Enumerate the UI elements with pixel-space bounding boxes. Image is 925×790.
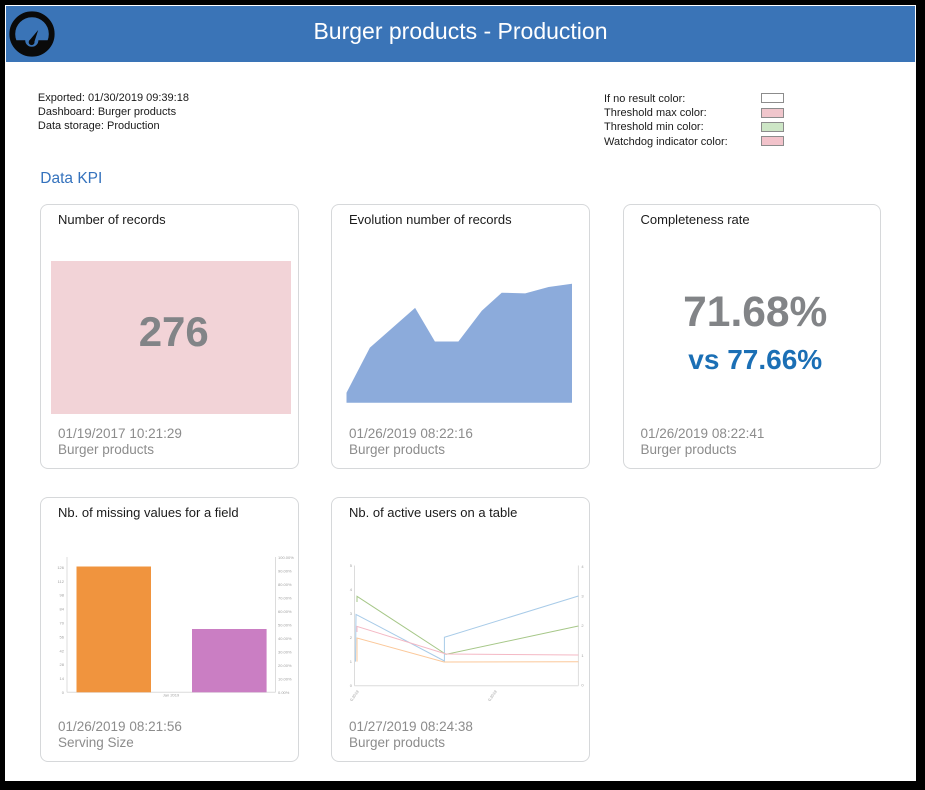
- svg-text:98: 98: [60, 593, 65, 598]
- svg-text:4: 4: [350, 587, 353, 592]
- svg-text:40.00%: 40.00%: [278, 636, 292, 641]
- svg-text:0: 0: [62, 690, 65, 695]
- svg-text:5: 5: [350, 563, 353, 568]
- svg-text:112: 112: [58, 579, 65, 584]
- svg-text:84: 84: [60, 607, 65, 612]
- svg-text:2: 2: [350, 635, 353, 640]
- svg-text:3: 3: [581, 594, 584, 599]
- svg-text:2: 2: [581, 623, 584, 628]
- svg-text:3: 3: [350, 611, 353, 616]
- svg-text:1: 1: [581, 653, 584, 658]
- svg-text:30.00%: 30.00%: [278, 650, 292, 655]
- svg-text:90.00%: 90.00%: [278, 569, 292, 574]
- svg-text:Jan 2019: Jan 2019: [163, 693, 180, 698]
- svg-text:60.00%: 60.00%: [278, 609, 292, 614]
- svg-text:0.2019: 0.2019: [487, 689, 499, 703]
- svg-text:1: 1: [350, 659, 353, 664]
- svg-text:28: 28: [60, 662, 65, 667]
- svg-text:4: 4: [581, 564, 584, 569]
- svg-text:126: 126: [57, 565, 64, 570]
- svg-text:56: 56: [60, 634, 65, 639]
- svg-text:10.00%: 10.00%: [278, 677, 292, 682]
- svg-text:14: 14: [60, 676, 65, 681]
- svg-text:100.00%: 100.00%: [278, 555, 294, 560]
- svg-text:0.2019: 0.2019: [349, 689, 361, 703]
- svg-text:70: 70: [60, 621, 65, 626]
- svg-text:42: 42: [60, 648, 65, 653]
- svg-text:0: 0: [581, 682, 584, 687]
- svg-text:50.00%: 50.00%: [278, 623, 292, 628]
- svg-text:0.00%: 0.00%: [278, 690, 290, 695]
- svg-text:80.00%: 80.00%: [278, 582, 292, 587]
- svg-text:70.00%: 70.00%: [278, 596, 292, 601]
- svg-text:0: 0: [350, 683, 353, 688]
- svg-text:20.00%: 20.00%: [278, 663, 292, 668]
